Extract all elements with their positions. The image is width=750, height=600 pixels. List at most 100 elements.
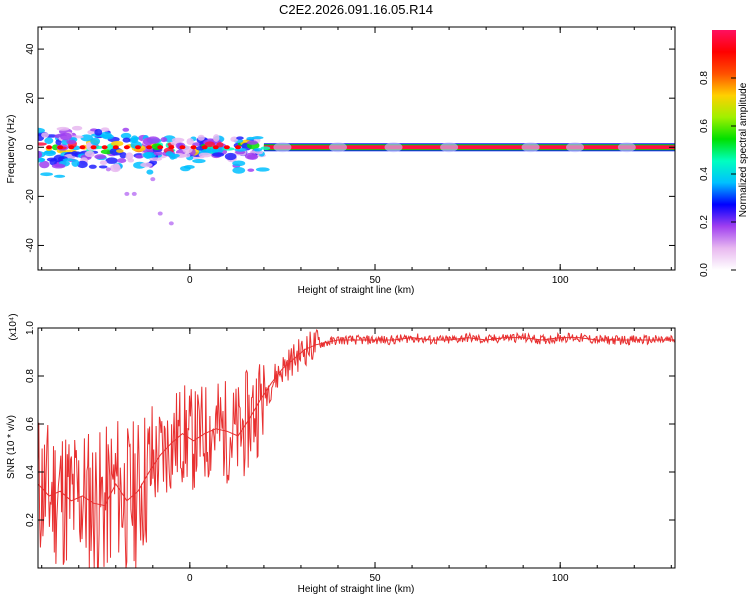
snr-multiplier: (x10⁴) [8,313,19,340]
y-tick-label: 0 [25,144,36,150]
spectral-peak [223,145,230,150]
spectral-outlier [105,167,111,172]
spectral-blob [236,136,244,140]
spectral-peak [168,145,175,150]
spectral-blob [186,138,194,146]
colorbar-tick-label: 0.6 [699,119,710,133]
spectral-blob [71,125,83,131]
spectral-blob [46,157,57,162]
x-tick-label: 50 [369,275,381,286]
snr-panel: 0 50 100 0.2 0.4 0.6 0.8 1.0 Height of straight… [6,313,676,595]
spectral-blob [80,134,93,142]
spectral-outlier [157,211,163,216]
spectral-blob [212,134,220,142]
x-tick-label: 0 [187,573,193,584]
spectral-blob [98,165,108,169]
spectral-blob [251,136,264,140]
spectral-blob [143,151,152,159]
y-tick-label: 0.6 [25,417,36,431]
spectral-blob [38,127,45,134]
spectral-blob [60,132,72,141]
spectral-blob [44,137,54,144]
spectral-blob [160,137,168,143]
snr-series-line [38,329,675,568]
spectral-outlier [124,191,130,196]
spectral-blob [212,152,225,157]
spectral-peak [157,145,164,150]
spectral-blob [53,174,66,178]
spectral-blob [109,164,121,173]
spectral-blob [232,160,246,167]
y-tick-label: 0.2 [25,513,36,527]
spectral-blob [204,141,215,148]
spectral-blob [125,152,134,161]
x-tick-label: 0 [187,275,193,286]
spectral-peak [146,145,153,150]
spectral-blob [71,150,78,157]
spectral-faint-blob [521,142,540,153]
spectral-blob [99,160,108,165]
spectral-blob [88,164,97,169]
spectral-peak [90,145,97,150]
spectrogram-ticks: 0 50 100 40 20 0 -20 -40 [25,27,675,286]
spectral-faint-blob [566,142,585,153]
spectral-faint-blob [617,142,636,153]
spectral-peak [212,145,219,150]
spectral-blob [94,128,103,136]
spectral-blob [192,158,206,164]
spectral-peak [101,145,108,150]
spectral-blob [171,153,180,158]
spectral-blob [105,157,118,164]
spectral-peak [123,145,130,150]
spectral-blob [260,146,271,150]
spectral-peak [57,145,64,150]
y-tick-label: 0.4 [25,465,36,479]
spectral-faint-blob [273,142,292,153]
spectral-peak [134,145,141,150]
spectral-blob [127,158,135,163]
spectral-blob [55,139,62,146]
x-tick-label: 100 [552,573,569,584]
spectral-blob [205,148,218,153]
spectral-peak [68,145,75,150]
colorbar-ticks: 0.0 0.2 0.4 0.6 0.8 [699,71,736,277]
spectrogram-frame [37,26,676,271]
spectral-peak [190,145,197,150]
x-tick-label: 100 [552,275,569,286]
spectral-blob [102,134,114,140]
spectral-blob [116,149,124,153]
spectral-peak [46,145,53,150]
spectral-blob [253,147,263,152]
spectral-faint-blob [440,142,459,153]
spectrogram-panel: 0 50 100 40 20 0 -20 -40 Height of straight lin… [6,26,676,296]
snr-xlabel: Height of straight line (km) [298,584,415,595]
spectrogram-heatmap [38,125,675,226]
spectral-blob [84,150,95,158]
snr-frame [37,327,676,569]
spectral-outlier [131,191,137,196]
spectral-blob [140,162,153,168]
spectrogram-ylabel: Frequency (Hz) [6,115,17,184]
y-tick-label: 40 [25,43,36,55]
spectral-blob [246,136,255,141]
spectral-blob [56,126,70,131]
spectral-blob [51,163,66,169]
spectral-blob [71,159,80,167]
spectral-blob [183,153,191,158]
spectral-blob [61,139,69,146]
spectral-peak [234,145,241,150]
spectral-peak [112,145,119,150]
spectral-blob [255,167,270,172]
spectral-blob [165,151,174,157]
band-core [263,145,675,150]
spectral-faint-blob [384,142,403,153]
colorbar-tick-label: 0.0 [699,263,710,277]
spectral-outlier [150,177,156,182]
spectral-blob [43,150,56,157]
spectral-blob [146,136,160,144]
y-tick-label: 20 [25,92,36,104]
spectral-blob [255,150,264,155]
y-tick-label: 1.0 [25,321,36,335]
colorbar-tick-label: 0.2 [699,215,710,229]
